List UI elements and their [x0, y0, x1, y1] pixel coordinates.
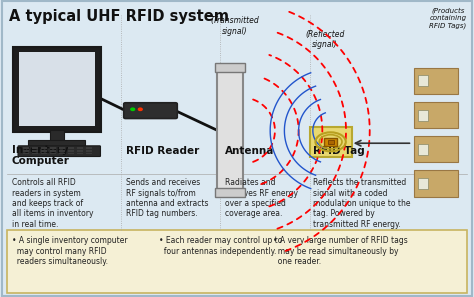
- FancyBboxPatch shape: [217, 67, 243, 194]
- Text: Reflects the transmitted
signal with a coded
modulation unique to the
tag. Power: Reflects the transmitted signal with a c…: [313, 178, 410, 229]
- FancyBboxPatch shape: [28, 140, 85, 146]
- FancyBboxPatch shape: [68, 153, 74, 154]
- FancyBboxPatch shape: [23, 153, 29, 154]
- Text: Antenna: Antenna: [225, 146, 274, 156]
- FancyBboxPatch shape: [23, 150, 29, 152]
- FancyBboxPatch shape: [59, 153, 65, 154]
- Text: (Products
containing
RFID Tags): (Products containing RFID Tags): [429, 7, 466, 29]
- Circle shape: [131, 108, 135, 110]
- FancyBboxPatch shape: [414, 102, 458, 128]
- FancyBboxPatch shape: [77, 153, 83, 154]
- FancyBboxPatch shape: [68, 147, 74, 149]
- FancyBboxPatch shape: [86, 153, 92, 154]
- Text: Inventory
Computer: Inventory Computer: [12, 145, 70, 166]
- FancyBboxPatch shape: [32, 147, 38, 149]
- FancyBboxPatch shape: [32, 150, 38, 152]
- FancyBboxPatch shape: [50, 153, 56, 154]
- FancyBboxPatch shape: [59, 147, 65, 149]
- FancyBboxPatch shape: [59, 150, 65, 152]
- Text: • A very large number of RFID tags
  may be read simultaneously by
  one reader.: • A very large number of RFID tags may b…: [273, 236, 407, 266]
- FancyBboxPatch shape: [418, 178, 428, 189]
- FancyBboxPatch shape: [19, 52, 95, 126]
- FancyBboxPatch shape: [414, 68, 458, 94]
- FancyBboxPatch shape: [418, 144, 428, 155]
- Text: • A single inventory computer
  may control many RFID
  readers simultaneously.: • A single inventory computer may contro…: [12, 236, 128, 266]
- Text: Radiates and
receives RF energy
over a specified
coverage area.: Radiates and receives RF energy over a s…: [225, 178, 298, 218]
- FancyBboxPatch shape: [50, 150, 56, 152]
- Text: A typical UHF RFID system: A typical UHF RFID system: [9, 9, 229, 24]
- Text: Controls all RFID
readers in system
and keeps track of
all items in inventory
in: Controls all RFID readers in system and …: [12, 178, 93, 229]
- Text: • Each reader may control up to
  four antennas independently.: • Each reader may control up to four ant…: [159, 236, 282, 255]
- FancyBboxPatch shape: [215, 188, 245, 197]
- FancyBboxPatch shape: [41, 147, 47, 149]
- Circle shape: [138, 108, 142, 110]
- FancyBboxPatch shape: [310, 127, 352, 157]
- FancyBboxPatch shape: [77, 147, 83, 149]
- Text: (Reflected
signal): (Reflected signal): [305, 30, 345, 49]
- FancyBboxPatch shape: [13, 47, 101, 132]
- FancyBboxPatch shape: [414, 170, 458, 197]
- FancyBboxPatch shape: [41, 153, 47, 154]
- FancyBboxPatch shape: [41, 150, 47, 152]
- FancyBboxPatch shape: [32, 153, 38, 154]
- FancyBboxPatch shape: [77, 150, 83, 152]
- FancyBboxPatch shape: [86, 147, 92, 149]
- Text: (Transmitted
signal): (Transmitted signal): [210, 16, 259, 36]
- FancyBboxPatch shape: [50, 130, 64, 141]
- FancyBboxPatch shape: [7, 230, 467, 293]
- FancyBboxPatch shape: [328, 140, 334, 144]
- FancyBboxPatch shape: [324, 138, 337, 146]
- FancyBboxPatch shape: [68, 150, 74, 152]
- FancyBboxPatch shape: [18, 146, 100, 157]
- Text: RFID Tag: RFID Tag: [313, 146, 365, 156]
- Text: Sends and receives
RF signals to/from
antenna and extracts
RFID tag numbers.: Sends and receives RF signals to/from an…: [126, 178, 208, 218]
- FancyBboxPatch shape: [50, 147, 56, 149]
- FancyBboxPatch shape: [418, 75, 428, 86]
- FancyBboxPatch shape: [124, 103, 177, 119]
- FancyBboxPatch shape: [414, 136, 458, 162]
- Text: RFID Reader: RFID Reader: [126, 146, 199, 156]
- FancyBboxPatch shape: [86, 150, 92, 152]
- FancyBboxPatch shape: [418, 110, 428, 121]
- FancyBboxPatch shape: [215, 63, 245, 72]
- FancyBboxPatch shape: [23, 147, 29, 149]
